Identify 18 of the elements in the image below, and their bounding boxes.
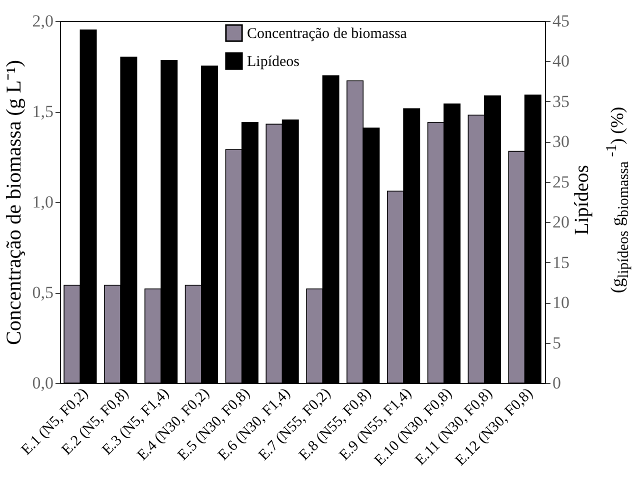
y2-tick-label: 10 bbox=[552, 293, 570, 312]
y2-tick-label: 0 bbox=[552, 374, 561, 392]
legend-label: Concentração de biomassa bbox=[247, 26, 408, 42]
y-axis-title: Concentração de biomassa (g L⁻¹) bbox=[1, 60, 26, 346]
y2-tick-label: 40 bbox=[552, 52, 570, 71]
y-tick-label: 1,0 bbox=[32, 192, 54, 212]
y2-tick-label: 30 bbox=[552, 132, 570, 152]
y-tick-label: 0,5 bbox=[32, 283, 54, 302]
y2-tick-label: 20 bbox=[552, 212, 570, 232]
y2-tick-label: 15 bbox=[552, 252, 570, 272]
y-tick-label: 2,0 bbox=[32, 12, 54, 30]
y2-tick-label: 25 bbox=[552, 172, 570, 192]
y-tick-label: 0,0 bbox=[32, 374, 54, 392]
y2-tick-label: 45 bbox=[552, 12, 570, 30]
y2-tick-label: 35 bbox=[552, 92, 570, 111]
legend-label: Lipídeos bbox=[247, 54, 300, 70]
y-tick-label: 1,5 bbox=[32, 102, 54, 121]
y2-tick-label: 5 bbox=[552, 333, 561, 352]
